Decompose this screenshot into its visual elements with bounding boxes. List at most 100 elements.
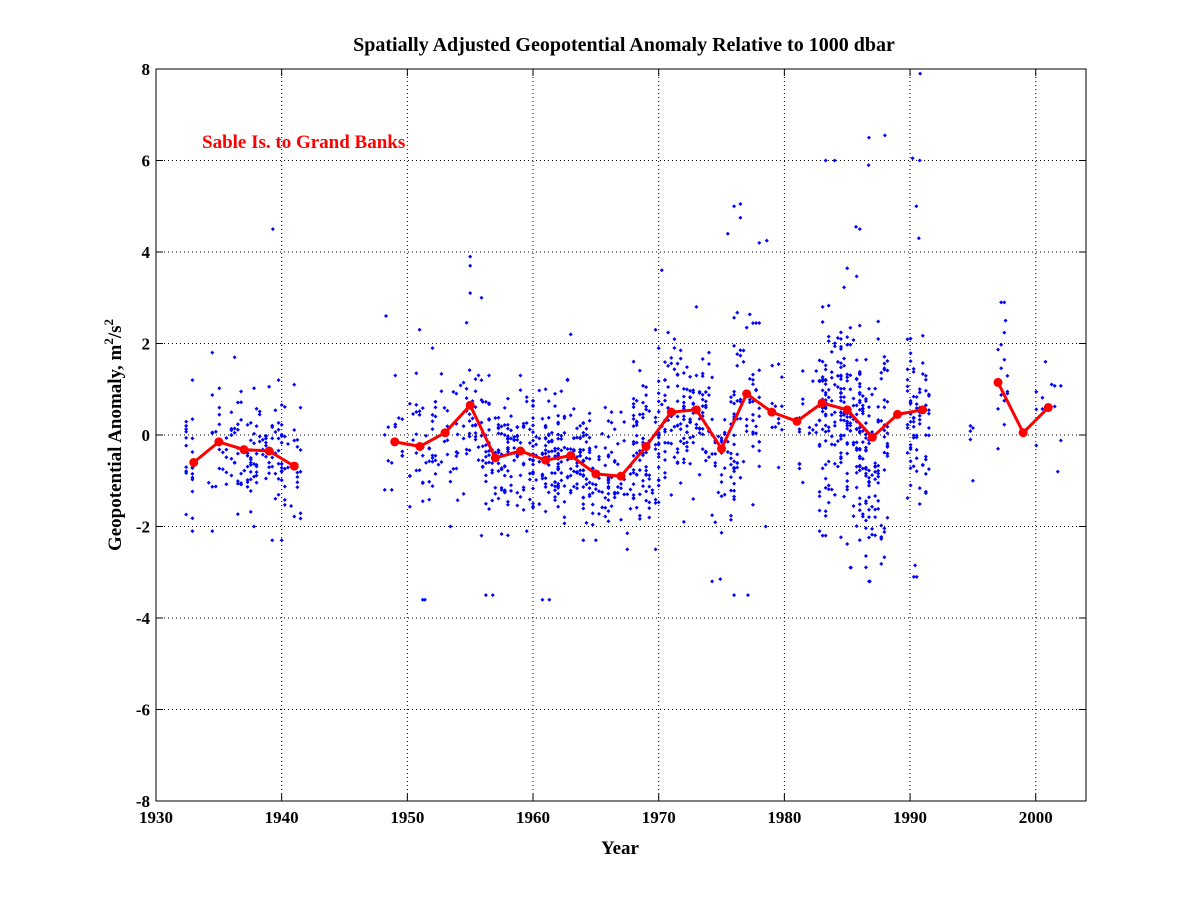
scatter-point <box>559 389 564 394</box>
scatter-point <box>606 509 611 514</box>
scatter-point <box>876 468 881 473</box>
scatter-point <box>914 406 919 411</box>
scatter-point <box>584 440 589 445</box>
scatter-point <box>867 579 872 584</box>
scatter-point <box>587 480 592 485</box>
scatter-point <box>568 490 573 495</box>
scatter-point <box>882 555 887 560</box>
scatter-point <box>999 300 1004 305</box>
scatter-point <box>568 447 573 452</box>
scatter-point <box>713 460 718 465</box>
scatter-point <box>424 460 429 465</box>
scatter-point <box>732 459 737 464</box>
scatter-point <box>885 359 890 364</box>
scatter-point <box>515 454 520 459</box>
scatter-point <box>479 295 484 300</box>
mean-series <box>189 377 1053 481</box>
scatter-point <box>770 425 775 430</box>
scatter-point <box>483 593 488 598</box>
scatter-point <box>575 426 580 431</box>
scatter-point <box>537 459 542 464</box>
scatter-point <box>916 236 921 241</box>
scatter-point <box>857 390 862 395</box>
scatter-point <box>681 519 686 524</box>
scatter-point <box>999 342 1004 347</box>
scatter-point <box>276 378 281 383</box>
scatter-point <box>512 458 517 463</box>
scatter-point <box>190 471 195 476</box>
scatter-point <box>190 436 195 441</box>
scatter-point <box>835 439 840 444</box>
scatter-point <box>672 424 677 429</box>
scatter-point <box>597 489 602 494</box>
scatter-point <box>647 473 652 478</box>
scatter-point <box>490 468 495 473</box>
scatter-point <box>678 356 683 361</box>
scatter-point <box>468 254 473 259</box>
scatter-point <box>810 427 815 432</box>
scatter-point <box>245 422 250 427</box>
scatter-point <box>407 401 412 406</box>
scatter-point <box>908 447 913 452</box>
scatter-point <box>848 428 853 433</box>
scatter-point <box>854 446 859 451</box>
scatter-point <box>905 450 910 455</box>
y-tick-label: -2 <box>136 518 150 537</box>
scatter-point <box>911 435 916 440</box>
scatter-point <box>587 486 592 491</box>
scatter-point <box>823 158 828 163</box>
scatter-point <box>860 409 865 414</box>
scatter-point <box>691 434 696 439</box>
scatter-point <box>252 431 257 436</box>
scatter-point <box>393 422 398 427</box>
scatter-point <box>190 529 195 534</box>
scatter-point <box>543 448 548 453</box>
scatter-point <box>411 438 416 443</box>
scatter-point <box>876 319 881 324</box>
scatter-point <box>826 500 831 505</box>
scatter-point <box>800 397 805 402</box>
scatter-point <box>826 387 831 392</box>
scatter-point <box>562 414 567 419</box>
scatter-point <box>521 487 526 492</box>
scatter-point <box>640 383 645 388</box>
scatter-point <box>647 476 652 481</box>
scatter-point <box>817 494 822 499</box>
scatter-point <box>637 513 642 518</box>
scatter-point <box>276 492 281 497</box>
scatter-point <box>873 386 878 391</box>
scatter-point <box>722 492 727 497</box>
scatter-point <box>908 483 913 488</box>
scatter-point <box>826 425 831 430</box>
scatter-point <box>407 504 412 509</box>
scatter-point <box>220 467 225 472</box>
scatter-point <box>741 348 746 353</box>
scatter-point <box>688 374 693 379</box>
scatter-point <box>420 453 425 458</box>
scatter-point <box>832 492 837 497</box>
scatter-point <box>719 472 724 477</box>
scatter-point <box>451 389 456 394</box>
scatter-point <box>854 485 859 490</box>
scatter-point <box>640 415 645 420</box>
scatter-point <box>653 327 658 332</box>
scatter-point <box>675 361 680 366</box>
scatter-point <box>757 240 762 245</box>
scatter-point <box>817 442 822 447</box>
scatter-point <box>684 430 689 435</box>
scatter-point <box>867 468 871 473</box>
scatter-point <box>867 515 871 520</box>
mean-series-marker <box>742 389 752 399</box>
scatter-point <box>873 533 878 538</box>
scatter-point <box>917 158 922 163</box>
scatter-point <box>867 535 871 540</box>
scatter-point <box>430 459 435 464</box>
scatter-point <box>518 473 523 478</box>
scatter-point <box>634 423 639 428</box>
scatter-point <box>882 354 887 359</box>
scatter-point <box>547 597 552 602</box>
scatter-point <box>829 487 834 492</box>
scatter-point <box>911 433 916 438</box>
scatter-point <box>829 375 834 380</box>
scatter-point <box>292 438 297 443</box>
